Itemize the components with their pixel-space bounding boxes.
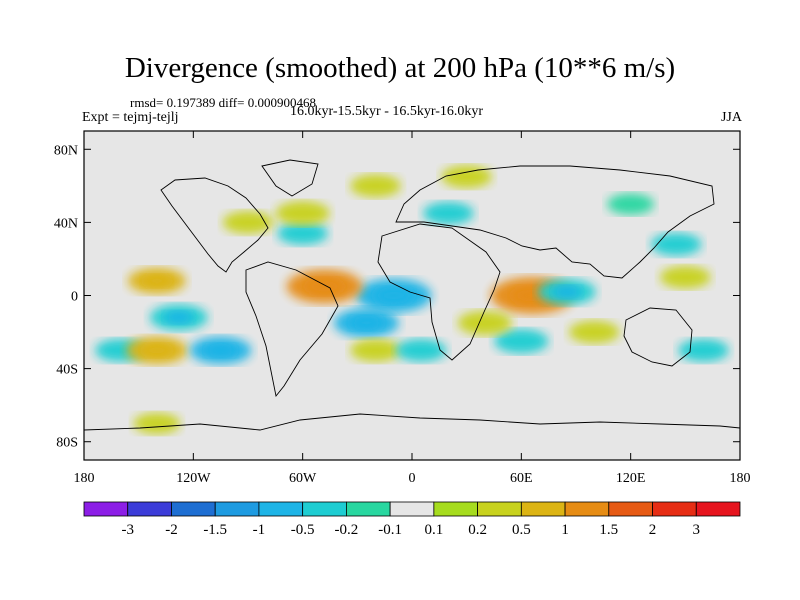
coastlines (84, 159, 740, 431)
y-tick-label: 0 (71, 290, 78, 305)
colorbar-label: -3 (121, 522, 134, 538)
y-tick-label: 40S (56, 363, 78, 378)
x-tick-label: 60W (289, 471, 317, 486)
colorbar-box (127, 501, 172, 517)
field-core (142, 274, 172, 288)
colorbar-label: -0.1 (378, 522, 402, 538)
field-core (141, 343, 173, 358)
coast-south-america (245, 261, 339, 398)
x-tick-label: 120E (616, 471, 646, 486)
field-core (205, 343, 237, 358)
colorbar-label: 1.5 (599, 522, 618, 538)
field-blob (650, 232, 702, 256)
field-blob (423, 201, 474, 225)
field-core (164, 310, 194, 324)
coast-north-america (160, 177, 269, 273)
colorbar-box (389, 501, 435, 517)
colorbar: -3 -2 -1.5 -1 -0.5 -0.2 -0.1 0.1 0.2 0.5 1 1.5 2 3 (83, 501, 741, 538)
coast-africa (377, 223, 501, 361)
colorbar-label: 2 (649, 522, 657, 538)
colorbar-label: -1.5 (203, 522, 227, 538)
chart-title: Divergence (smoothed) at 200 hPa (10**6 … (124, 52, 676, 84)
field-blob (277, 221, 329, 245)
period-label: 16.0kyr-15.5kyr - 16.5kyr-16.0kyr (290, 104, 484, 119)
field-blob (395, 338, 447, 362)
colorbar-box (258, 501, 304, 517)
x-tick-label: 180 (74, 471, 95, 486)
y-tick-label: 40N (54, 216, 78, 231)
coast-greenland (261, 159, 319, 197)
colorbar-label: -0.2 (335, 522, 359, 538)
colorbar-label: -2 (165, 522, 178, 538)
colorbar-box (695, 501, 741, 517)
colorbar-label: 1 (561, 522, 569, 538)
y-axis: 80N 40N 0 40S 80S (54, 143, 740, 451)
colorbar-box (477, 501, 522, 517)
stats-text: rmsd= 0.197389 diff= 0.000900468 (130, 95, 316, 110)
colorbar-box (345, 501, 391, 517)
field-blob (659, 265, 711, 289)
colorbar-label: -1 (253, 522, 266, 538)
colorbar-box (214, 501, 260, 517)
field-blob (275, 201, 330, 226)
colorbar-box (652, 501, 697, 517)
coast-eurasia (395, 165, 715, 279)
colorbar-box (302, 501, 347, 517)
colorbar-box (520, 501, 566, 517)
colorbar-label: 0.5 (512, 522, 531, 538)
field-blob (607, 193, 655, 215)
x-tick-label: 0 (409, 471, 416, 486)
field-core (552, 285, 582, 299)
experiment-label: Expt = tejmj-tejlj (82, 110, 179, 125)
y-tick-label: 80S (56, 436, 78, 451)
field-blob (568, 320, 620, 344)
colorbar-box (171, 501, 216, 517)
coast-australia (623, 307, 693, 367)
field-layer (95, 165, 729, 435)
colorbar-label: -0.5 (291, 522, 315, 538)
field-blob (457, 310, 513, 336)
field-blob (222, 210, 274, 234)
colorbar-box (433, 501, 479, 517)
colorbar-label: 0.1 (424, 522, 443, 538)
field-core (305, 277, 344, 295)
colorbar-label: 3 (693, 522, 701, 538)
field-blob (350, 338, 401, 362)
x-axis: 180 120W 60W 0 60E 120E 180 (74, 131, 751, 486)
field-blob (441, 165, 493, 189)
field-blob (678, 338, 729, 362)
colorbar-box (83, 501, 129, 517)
x-tick-label: 180 (730, 471, 751, 486)
field-core (350, 315, 383, 331)
field-blob (494, 328, 549, 354)
coast-antarctica (84, 413, 740, 431)
field-blob (350, 174, 401, 198)
field-blob (133, 412, 181, 435)
colorbar-label: 0.2 (468, 522, 487, 538)
colorbar-box (564, 501, 610, 517)
x-tick-label: 60E (510, 471, 533, 486)
field-core (374, 287, 413, 304)
y-tick-label: 80N (54, 143, 78, 158)
x-tick-label: 120W (176, 471, 211, 486)
colorbar-box (608, 501, 653, 517)
season-label: JJA (720, 110, 742, 125)
